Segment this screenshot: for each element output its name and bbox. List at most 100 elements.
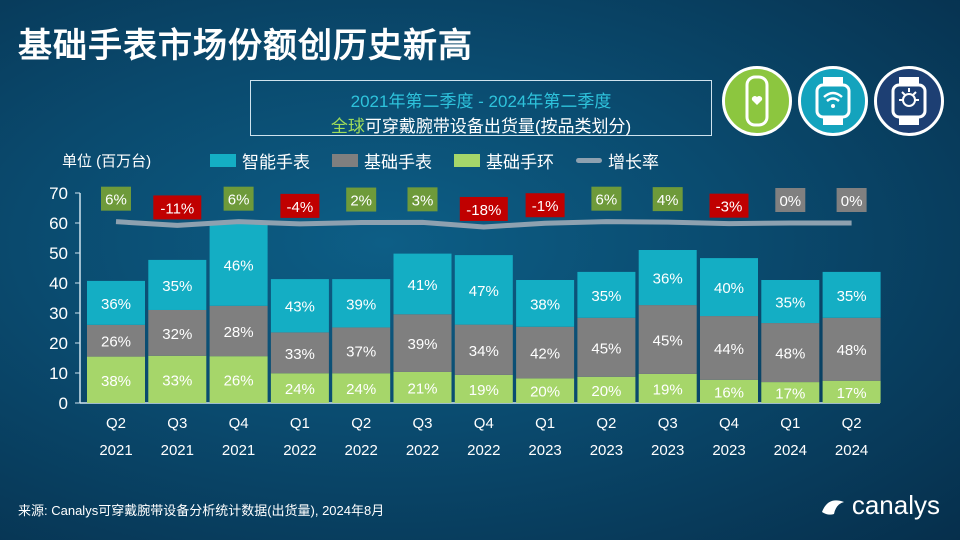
- bar-segment: [761, 280, 820, 324]
- growth-badge: [775, 188, 806, 212]
- segment-label: 42%: [530, 346, 560, 363]
- legend-item-basic-band: 基础手环: [454, 148, 554, 173]
- subtitle-description: 全球可穿戴腕带设备出货量(按品类划分): [251, 112, 711, 137]
- growth-badge: [280, 193, 320, 218]
- x-tick-quarter: Q4: [474, 415, 494, 432]
- bar-segment: [87, 356, 145, 403]
- y-tick-label: 10: [49, 364, 68, 383]
- bar-segment: [209, 356, 268, 403]
- segment-label: 36%: [653, 271, 683, 288]
- segment-label: 48%: [837, 342, 867, 359]
- x-tick-quarter: Q4: [719, 415, 739, 432]
- segment-label: 35%: [837, 288, 867, 305]
- growth-label: 6%: [228, 192, 250, 209]
- segment-label: 46%: [224, 257, 254, 274]
- growth-badge: [153, 195, 202, 220]
- legend-line: [576, 158, 602, 163]
- segment-label: 35%: [591, 288, 621, 305]
- segment-label: 24%: [285, 381, 315, 398]
- bar-segment: [148, 355, 207, 403]
- segment-label: 35%: [162, 278, 192, 295]
- subtitle-period: 2021年第二季度 - 2024年第二季度: [350, 92, 612, 111]
- bar-segment: [148, 259, 207, 310]
- segment-label: 45%: [591, 340, 621, 357]
- x-tick-year: 2022: [467, 442, 500, 459]
- segment-label: 17%: [775, 386, 805, 403]
- legend: 智能手表 基础手表 基础手环 增长率: [210, 148, 659, 173]
- x-tick-quarter: Q1: [780, 415, 800, 432]
- growth-badge: [346, 187, 377, 212]
- y-tick-label: 40: [49, 274, 68, 293]
- x-tick-year: 2022: [345, 442, 378, 459]
- bar-segment: [700, 379, 758, 403]
- bar-segment: [638, 250, 697, 306]
- y-tick-label: 0: [59, 394, 68, 413]
- segment-label: 20%: [591, 383, 621, 400]
- growth-label: 4%: [657, 192, 679, 209]
- bar-segment: [393, 253, 452, 315]
- segment-label: 19%: [469, 382, 499, 399]
- growth-label: -4%: [287, 199, 314, 216]
- growth-label: 0%: [841, 193, 863, 210]
- y-tick-label: 60: [49, 214, 68, 233]
- growth-label: 2%: [350, 193, 372, 210]
- growth-badge: [836, 188, 867, 212]
- segment-label: 38%: [101, 373, 131, 390]
- legend-label: 增长率: [608, 153, 659, 172]
- segment-label: 26%: [224, 373, 254, 390]
- segment-label: 35%: [775, 295, 805, 312]
- y-tick-label: 50: [49, 244, 68, 263]
- growth-label: -18%: [466, 202, 501, 219]
- x-tick-quarter: Q3: [167, 415, 187, 432]
- subtitle-text: 可穿戴腕带设备出货量(按品类划分): [364, 117, 632, 136]
- bar-segment: [761, 323, 820, 383]
- bar-segment: [332, 327, 391, 374]
- bar-segment: [822, 317, 881, 381]
- bar-segment: [516, 326, 575, 379]
- bar-segment: [393, 314, 452, 372]
- x-tick-quarter: Q1: [290, 415, 310, 432]
- subtitle-box: 2021年第二季度 - 2024年第二季度 全球可穿戴腕带设备出货量(按品类划分…: [250, 80, 712, 136]
- legend-label: 基础手表: [364, 153, 432, 172]
- segment-label: 17%: [837, 385, 867, 402]
- x-tick-year: 2023: [590, 442, 623, 459]
- x-tick-year: 2024: [835, 442, 868, 459]
- segment-label: 16%: [714, 384, 744, 401]
- logo-text: canalys: [851, 490, 940, 520]
- growth-badge: [101, 186, 131, 211]
- segment-label: 21%: [407, 380, 437, 397]
- bar-segment: [332, 279, 391, 328]
- y-tick-label: 30: [49, 304, 68, 323]
- category-icons: [722, 66, 944, 136]
- legend-swatch: [454, 154, 480, 167]
- segment-label: 33%: [285, 346, 315, 363]
- bar-segment: [516, 280, 575, 327]
- x-tick-quarter: Q1: [535, 415, 555, 432]
- fitness-band-icon: [722, 66, 792, 136]
- bar-segment: [700, 258, 758, 317]
- x-tick-year: 2023: [651, 442, 684, 459]
- bar-segment: [516, 378, 575, 403]
- segment-label: 38%: [530, 296, 560, 313]
- segment-label: 26%: [101, 334, 131, 351]
- x-tick-year: 2021: [222, 442, 255, 459]
- canalys-logo: canalys: [818, 490, 940, 521]
- smartwatch-wifi-icon: [798, 66, 868, 136]
- x-tick-quarter: Q2: [106, 415, 126, 432]
- x-tick-quarter: Q3: [412, 415, 432, 432]
- bar-segment: [638, 373, 697, 403]
- bar-segment: [148, 309, 207, 356]
- bar-segment: [332, 373, 391, 403]
- growth-badge: [652, 187, 683, 212]
- bar-segment: [577, 317, 636, 377]
- growth-badge: [709, 193, 749, 218]
- legend-swatch: [210, 154, 236, 167]
- x-tick-year: 2023: [528, 442, 561, 459]
- x-tick-year: 2022: [406, 442, 439, 459]
- growth-line: [115, 219, 852, 230]
- bar-segment: [577, 271, 636, 318]
- bar-segment: [270, 279, 329, 333]
- bar-segment: [761, 382, 820, 403]
- segment-label: 44%: [714, 341, 744, 358]
- segment-label: 39%: [407, 336, 437, 353]
